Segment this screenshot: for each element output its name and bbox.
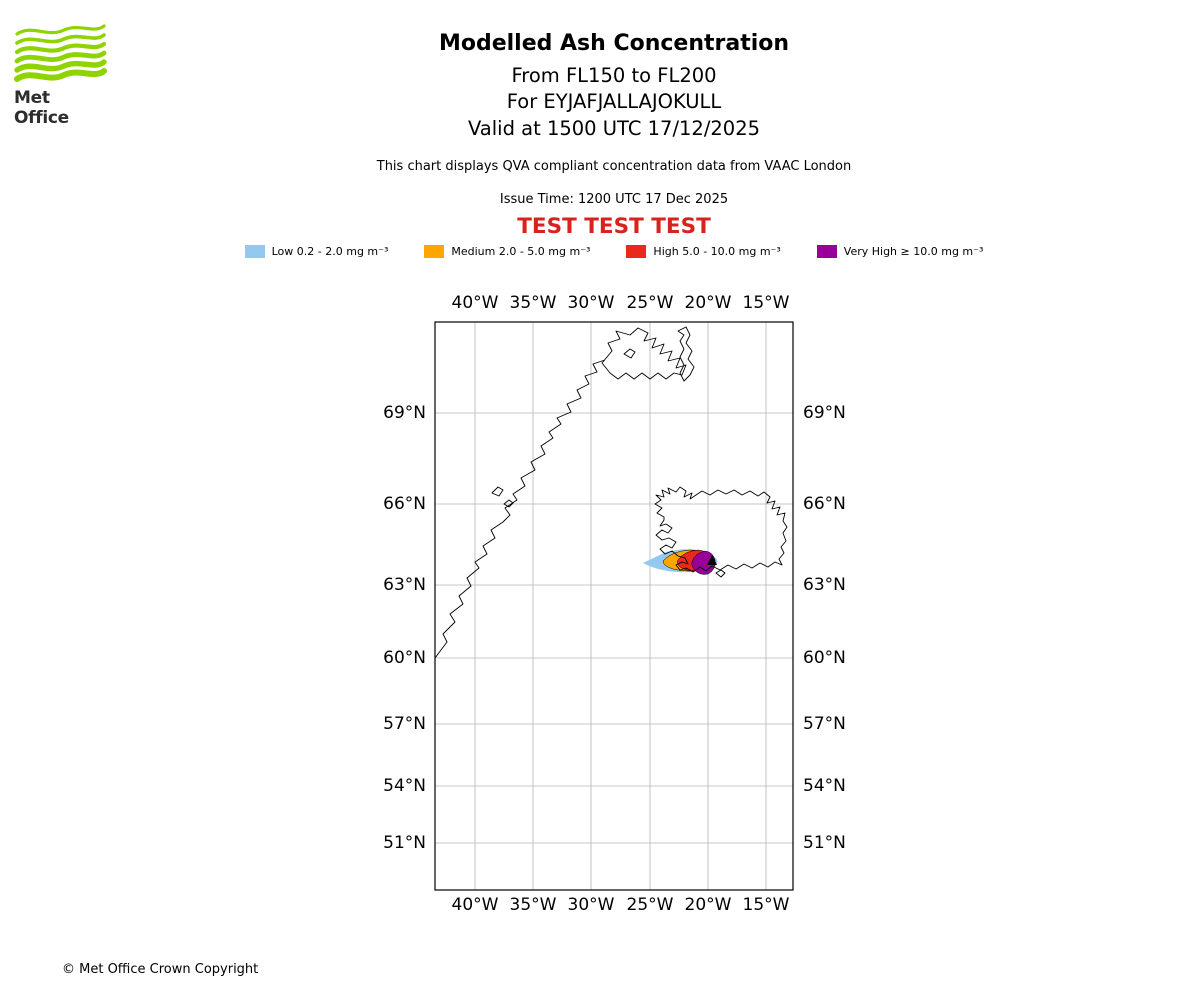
lon-label: 20°W bbox=[684, 293, 732, 313]
grid-lines bbox=[435, 322, 793, 890]
lon-label: 35°W bbox=[509, 895, 557, 915]
chart-title: Modelled Ash Concentration bbox=[438, 31, 790, 56]
legend-swatch-high bbox=[626, 245, 647, 258]
volcano-subtitle: For EYJAFJALLAJOKULL bbox=[506, 90, 722, 113]
coastlines bbox=[434, 326, 788, 659]
lat-label: 60°N bbox=[383, 648, 426, 668]
lon-label: 40°W bbox=[451, 293, 499, 313]
greenland-fjord-arm bbox=[677, 326, 695, 382]
chart-header: Modelled Ash Concentration From FL150 to… bbox=[28, 0, 1200, 245]
met-office-logo-text: Met Office bbox=[14, 88, 69, 128]
test-banner: TEST TEST TEST bbox=[517, 214, 711, 239]
met-office-waves-icon bbox=[14, 24, 107, 82]
map-frame bbox=[434, 321, 794, 891]
lat-label: 66°N bbox=[803, 494, 846, 514]
map-canvas bbox=[434, 321, 794, 891]
legend-swatch-low bbox=[244, 245, 265, 258]
lon-label: 25°W bbox=[626, 293, 674, 313]
lon-label: 25°W bbox=[626, 895, 674, 915]
flight-level-subtitle: From FL150 to FL200 bbox=[511, 64, 717, 87]
lat-label: 54°N bbox=[803, 776, 846, 796]
copyright: © Met Office Crown Copyright bbox=[62, 962, 259, 977]
legend-label-low: Low 0.2 - 2.0 mg m⁻³ bbox=[271, 245, 389, 258]
lat-label: 57°N bbox=[803, 714, 846, 734]
coastal-islets bbox=[491, 348, 636, 508]
qva-note: This chart displays QVA compliant concen… bbox=[376, 159, 852, 174]
legend-label-very-high: Very High ≥ 10.0 mg m⁻³ bbox=[843, 245, 984, 258]
legend-swatch-medium bbox=[424, 245, 445, 258]
greenland-fjords bbox=[601, 327, 687, 380]
met-office-logo: Met Office bbox=[14, 22, 110, 128]
vestmannaeyjar-islet bbox=[715, 569, 726, 578]
lat-label: 60°N bbox=[803, 648, 846, 668]
iceland-coastline bbox=[654, 486, 788, 573]
volcano-marker-icon bbox=[707, 555, 717, 565]
lat-label: 51°N bbox=[383, 833, 426, 853]
legend-swatch-very-high bbox=[816, 245, 837, 258]
lat-label: 66°N bbox=[383, 494, 426, 514]
legend-label-medium: Medium 2.0 - 5.0 mg m⁻³ bbox=[451, 245, 591, 258]
lon-label: 35°W bbox=[509, 293, 557, 313]
lon-label: 30°W bbox=[567, 895, 615, 915]
lon-label: 15°W bbox=[742, 895, 790, 915]
greenland-coastline bbox=[434, 359, 606, 659]
legend: Low 0.2 - 2.0 mg m⁻³ Medium 2.0 - 5.0 mg… bbox=[28, 245, 1200, 258]
issue-time: Issue Time: 1200 UTC 17 Dec 2025 bbox=[499, 192, 729, 207]
lon-label: 20°W bbox=[684, 895, 732, 915]
legend-item-low: Low 0.2 - 2.0 mg m⁻³ bbox=[244, 245, 389, 258]
legend-item-very-high: Very High ≥ 10.0 mg m⁻³ bbox=[816, 245, 984, 258]
valid-time-subtitle: Valid at 1500 UTC 17/12/2025 bbox=[467, 117, 761, 140]
lat-label: 69°N bbox=[383, 403, 426, 423]
lat-label: 54°N bbox=[383, 776, 426, 796]
lat-label: 57°N bbox=[383, 714, 426, 734]
ash-plume bbox=[643, 549, 718, 575]
legend-item-high: High 5.0 - 10.0 mg m⁻³ bbox=[626, 245, 781, 258]
lon-label: 15°W bbox=[742, 293, 790, 313]
legend-label-high: High 5.0 - 10.0 mg m⁻³ bbox=[653, 245, 781, 258]
lat-label: 69°N bbox=[803, 403, 846, 423]
lon-label: 40°W bbox=[451, 895, 499, 915]
lat-label: 51°N bbox=[803, 833, 846, 853]
lat-label: 63°N bbox=[383, 575, 426, 595]
lon-label: 30°W bbox=[567, 293, 615, 313]
lat-label: 63°N bbox=[803, 575, 846, 595]
legend-item-medium: Medium 2.0 - 5.0 mg m⁻³ bbox=[424, 245, 590, 258]
